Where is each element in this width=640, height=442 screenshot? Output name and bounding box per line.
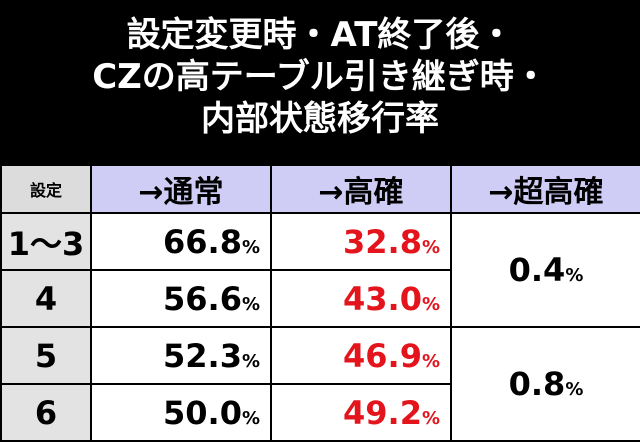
- rate-table: 設定 →通常 →高確 →超高確 1～3 66.8% 32.8% 0.4% 4 56.6% 4…: [0, 164, 640, 442]
- title-line: 設定変更時・AT終了後・: [126, 15, 514, 55]
- setting: 4: [0, 269, 92, 328]
- column-header: →高確: [270, 164, 452, 214]
- number: 0.4: [508, 251, 566, 289]
- column-header: 設定: [0, 164, 92, 214]
- normal-rate: 56.6%: [90, 269, 272, 328]
- number: 66.8: [163, 222, 242, 261]
- table-body: 1～3 66.8% 32.8% 0.4% 4 56.6% 43.0% 5 52.3% 46.9% 0…: [0, 212, 640, 442]
- setting: 6: [0, 383, 92, 442]
- row: 1～3 66.8% 32.8% 0.4%: [0, 212, 640, 328]
- column-header: →通常: [90, 164, 272, 214]
- number: 56.6: [163, 279, 242, 318]
- title-line: 内部状態移行率: [201, 99, 439, 139]
- title: 設定変更時・AT終了後・ CZの高テーブル引き継ぎ時・ 内部状態移行率: [0, 0, 640, 164]
- unit: %: [565, 265, 584, 286]
- unit: %: [421, 293, 440, 315]
- unit: %: [241, 350, 260, 372]
- unit: %: [421, 350, 440, 372]
- number: 43.0: [343, 279, 422, 318]
- super-high-rate: 0.4%: [450, 212, 640, 328]
- unit: %: [421, 407, 440, 429]
- title-line: CZの高テーブル引き継ぎ時・: [92, 57, 548, 97]
- number: 32.8: [343, 222, 422, 261]
- row: 5 52.3% 46.9% 0.8%: [0, 326, 640, 442]
- column-header: →超高確: [450, 164, 640, 214]
- number: 49.2: [343, 393, 422, 432]
- row: 6 50.0% 49.2%: [0, 383, 640, 442]
- high-rate: 49.2%: [270, 383, 452, 442]
- number: 46.9: [343, 336, 422, 375]
- unit: %: [241, 293, 260, 315]
- super-high-rate: 0.8%: [450, 326, 640, 442]
- unit: %: [241, 407, 260, 429]
- unit: %: [241, 236, 260, 258]
- high-rate: 32.8%: [270, 212, 452, 271]
- row: 4 56.6% 43.0%: [0, 269, 640, 328]
- normal-rate: 52.3%: [90, 326, 272, 385]
- high-rate: 43.0%: [270, 269, 452, 328]
- number: 50.0: [163, 393, 242, 432]
- normal-rate: 66.8%: [90, 212, 272, 271]
- normal-rate: 50.0%: [90, 383, 272, 442]
- high-rate: 46.9%: [270, 326, 452, 385]
- header-row: 設定 →通常 →高確 →超高確: [0, 164, 640, 214]
- setting: 5: [0, 326, 92, 385]
- unit: %: [565, 379, 584, 400]
- number: 0.8: [508, 365, 566, 403]
- setting: 1～3: [0, 212, 92, 271]
- unit: %: [421, 236, 440, 258]
- number: 52.3: [163, 336, 242, 375]
